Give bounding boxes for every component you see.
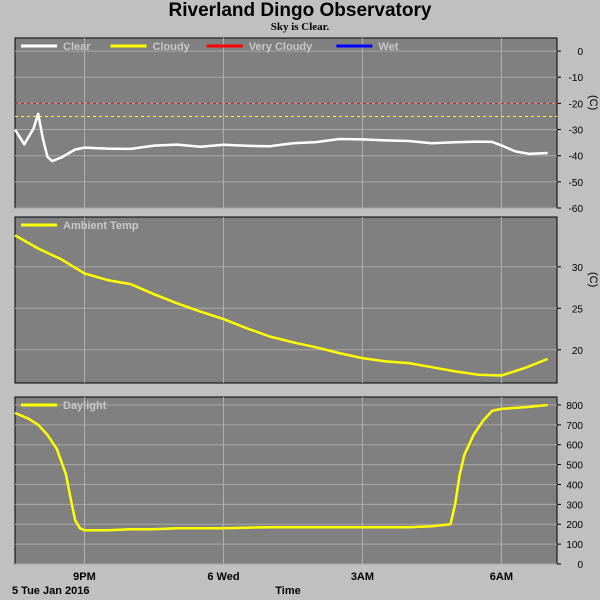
plot-area — [14, 37, 558, 209]
time-axis-label: Time — [275, 585, 300, 597]
page-title: Riverland Dingo Observatory — [168, 0, 432, 21]
y-tick-label: 100 — [566, 540, 583, 551]
date-label: 5 Tue Jan 2016 — [12, 585, 89, 597]
series-line — [14, 234, 549, 377]
y-tick-label: 30 — [572, 263, 584, 274]
legend-label: Clear — [63, 41, 91, 53]
y-tick-label: -50 — [569, 178, 584, 189]
legend-label: Very Cloudy — [249, 41, 313, 53]
y-tick-label: 20 — [572, 346, 584, 357]
series-line — [14, 403, 548, 532]
legend-label: Wet — [378, 41, 398, 53]
legend-label: Daylight — [63, 400, 107, 412]
y-tick-label: -40 — [569, 152, 584, 163]
ambient-temp-panel: 30 25 20 Ambient Temp (C) — [14, 216, 599, 384]
y-tick-label: 800 — [566, 401, 583, 412]
y-tick-label: 25 — [572, 304, 584, 315]
y-tick-label: 0 — [577, 560, 583, 571]
plot-area — [14, 216, 558, 384]
y-tick-label: 400 — [566, 480, 583, 491]
y-unit-label: (C) — [587, 272, 599, 287]
y-tick-label: -20 — [569, 99, 584, 110]
y-tick-label: 300 — [566, 500, 583, 511]
x-tick-label: 9PM — [73, 571, 96, 583]
y-tick-label: 600 — [566, 441, 583, 452]
y-tick-label: -10 — [569, 73, 584, 84]
plot-area — [14, 396, 558, 565]
time-axis: 9PM 6 Wed 3AM 6AM — [73, 571, 513, 583]
sky-status-text: Sky is Clear. — [270, 21, 330, 33]
y-tick-label: 700 — [566, 421, 583, 432]
sky-temp-panel: 0 -10 -20 -30 -40 -50 -60 Clear Cloudy Very Cloud… — [13, 37, 599, 215]
y-tick-label: -30 — [569, 126, 584, 137]
y-unit-label: (C) — [587, 95, 599, 110]
y-tick-label: 0 — [577, 47, 583, 58]
y-tick-label: -60 — [569, 204, 584, 215]
series-line — [13, 112, 548, 163]
y-tick-label: 200 — [566, 520, 583, 531]
legend-label: Ambient Temp — [63, 220, 139, 232]
daylight-panel: 800 700 600 500 400 300 200 100 0 Daylight — [14, 396, 583, 571]
legend-label: Cloudy — [153, 41, 191, 53]
x-tick-label: 6AM — [490, 571, 513, 583]
x-tick-label: 3AM — [351, 571, 374, 583]
y-tick-label: 500 — [566, 461, 583, 472]
x-tick-label: 6 Wed — [207, 571, 239, 583]
